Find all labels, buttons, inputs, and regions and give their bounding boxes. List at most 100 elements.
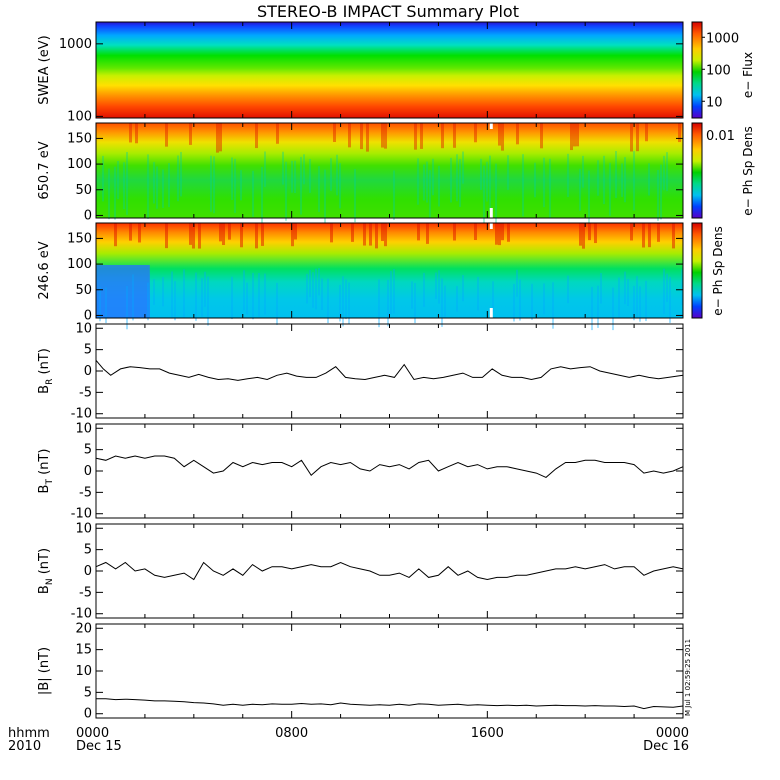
y-tick-label: -10 (71, 607, 92, 622)
spectrogram-streak (219, 223, 222, 242)
y-tick-label: 15 (75, 643, 92, 658)
spectrogram-streak (681, 269, 683, 305)
colorbar-tick-label: 10 (706, 95, 723, 110)
spectrogram-streak (426, 161, 428, 203)
spectrogram-streak (648, 223, 651, 248)
y-tick-label: -5 (79, 585, 92, 600)
spectrogram-streak (645, 280, 647, 322)
colorbar-label: e− Flux (741, 52, 755, 98)
y-tick-label: 10 (75, 664, 92, 679)
spectrogram-streak (444, 285, 446, 318)
spectrogram-streak (348, 123, 351, 148)
spectrogram-streak (138, 223, 141, 243)
spectrogram-streak (420, 123, 423, 149)
spectrogram-streak (285, 161, 287, 221)
spectrogram-streak (621, 163, 623, 197)
spectrogram-streak (648, 163, 650, 196)
y-axis-label-sub: T (45, 479, 55, 486)
spectrogram-streak (423, 272, 425, 307)
spectrogram-streak (519, 279, 521, 321)
spectrogram-streak (300, 156, 302, 215)
timestamp-stamp: M Jul 1 02:59:25 2011 (684, 639, 692, 716)
spectrogram-streak (516, 269, 518, 297)
y-tick-label: 0 (84, 464, 92, 479)
spectrogram-streak (381, 223, 384, 241)
colorbar-tick-label: 1000 (706, 31, 739, 46)
spectrogram-streak (222, 223, 225, 245)
time-axis-year: 2010 (8, 739, 41, 754)
spectrogram-streak (240, 170, 242, 201)
y-axis-label-group: |B| (nT) (37, 647, 52, 695)
y-axis-label-unit: (nT) (37, 548, 52, 578)
spectrogram-streak (369, 223, 372, 246)
y-axis-label: |B| (nT) (37, 647, 52, 695)
spectrogram-streak (258, 272, 260, 318)
spectrogram-streak (489, 155, 491, 212)
spectrogram-streak (303, 154, 305, 185)
spectrogram-streak (666, 273, 668, 302)
y-tick-label: 50 (75, 283, 92, 298)
spectrogram-streak (477, 276, 479, 311)
spectrogram-streak (501, 223, 504, 241)
y-tick-label: 150 (67, 231, 92, 246)
spectrogram-streak (453, 123, 456, 148)
time-tick-label: 1600 (471, 726, 504, 741)
spectrogram-streak (147, 154, 149, 219)
spectrogram-streak (261, 166, 263, 229)
spectrogram-streak (630, 123, 633, 152)
spectrogram-streak (168, 163, 170, 208)
colorbar-label-group: e− Ph Sp Dens (741, 126, 755, 215)
spectrogram-streak (354, 168, 356, 223)
colorbar (691, 122, 703, 219)
spectrogram-streak (375, 223, 378, 249)
spectrogram-streak (201, 277, 203, 317)
spectrogram-streak (516, 123, 519, 145)
spectrogram-streak (456, 286, 458, 312)
y-tick-label: -5 (79, 385, 92, 400)
timestamp-group: M Jul 1 02:59:25 2011 (684, 639, 692, 716)
y-axis-label: SWEA (eV) (37, 35, 52, 104)
spectrogram-streak (132, 274, 134, 321)
spectrogram-streak (195, 272, 197, 321)
spectrogram-streak (633, 285, 635, 321)
spectrogram-streak (498, 123, 501, 146)
series-line (95, 455, 684, 478)
spectrogram-streak (663, 268, 665, 314)
spectrogram-streak (603, 155, 605, 205)
series-line (96, 698, 684, 710)
spectrogram-streak (390, 270, 392, 315)
spectrogram-streak (243, 270, 245, 311)
spectrogram-streak (462, 275, 464, 302)
spectrogram-streak (456, 154, 458, 202)
spectrogram-streak (192, 223, 195, 249)
spectrogram-streak (252, 170, 254, 217)
spectrogram-streak (522, 154, 524, 217)
spectrogram-streak (204, 271, 206, 307)
spectrogram-streak (618, 277, 620, 318)
panel-frame (95, 423, 684, 519)
spectrogram-streak (393, 170, 395, 220)
spectrogram-streak (432, 158, 434, 196)
spectrogram-streak (363, 223, 366, 246)
spectrogram-streak (114, 223, 117, 247)
spectrogram-streak (414, 123, 417, 150)
spectrogram-streak (291, 160, 293, 193)
y-tick-label: -10 (71, 407, 92, 422)
spectrogram-streak (483, 165, 485, 226)
time-tick-label: 0000 (656, 726, 689, 741)
spectrogram-streak (294, 160, 296, 194)
spectrogram-streak (438, 270, 440, 304)
spectrogram-streak (441, 278, 443, 327)
date-label: Dec 15 (76, 739, 122, 754)
series-line (95, 561, 684, 581)
spectrogram-streak (426, 223, 429, 244)
y-tick-label: 0 (84, 364, 92, 379)
spectrogram-streak (198, 223, 201, 249)
y-tick-label: 0 (84, 564, 92, 579)
spectrogram-streak (252, 272, 254, 320)
spectrogram-streak (579, 223, 582, 246)
spectrogram-streak (438, 165, 440, 207)
y-axis-label-sub: N (45, 578, 55, 585)
spectrogram-streak (324, 169, 326, 225)
spectrogram-streak (348, 282, 350, 324)
